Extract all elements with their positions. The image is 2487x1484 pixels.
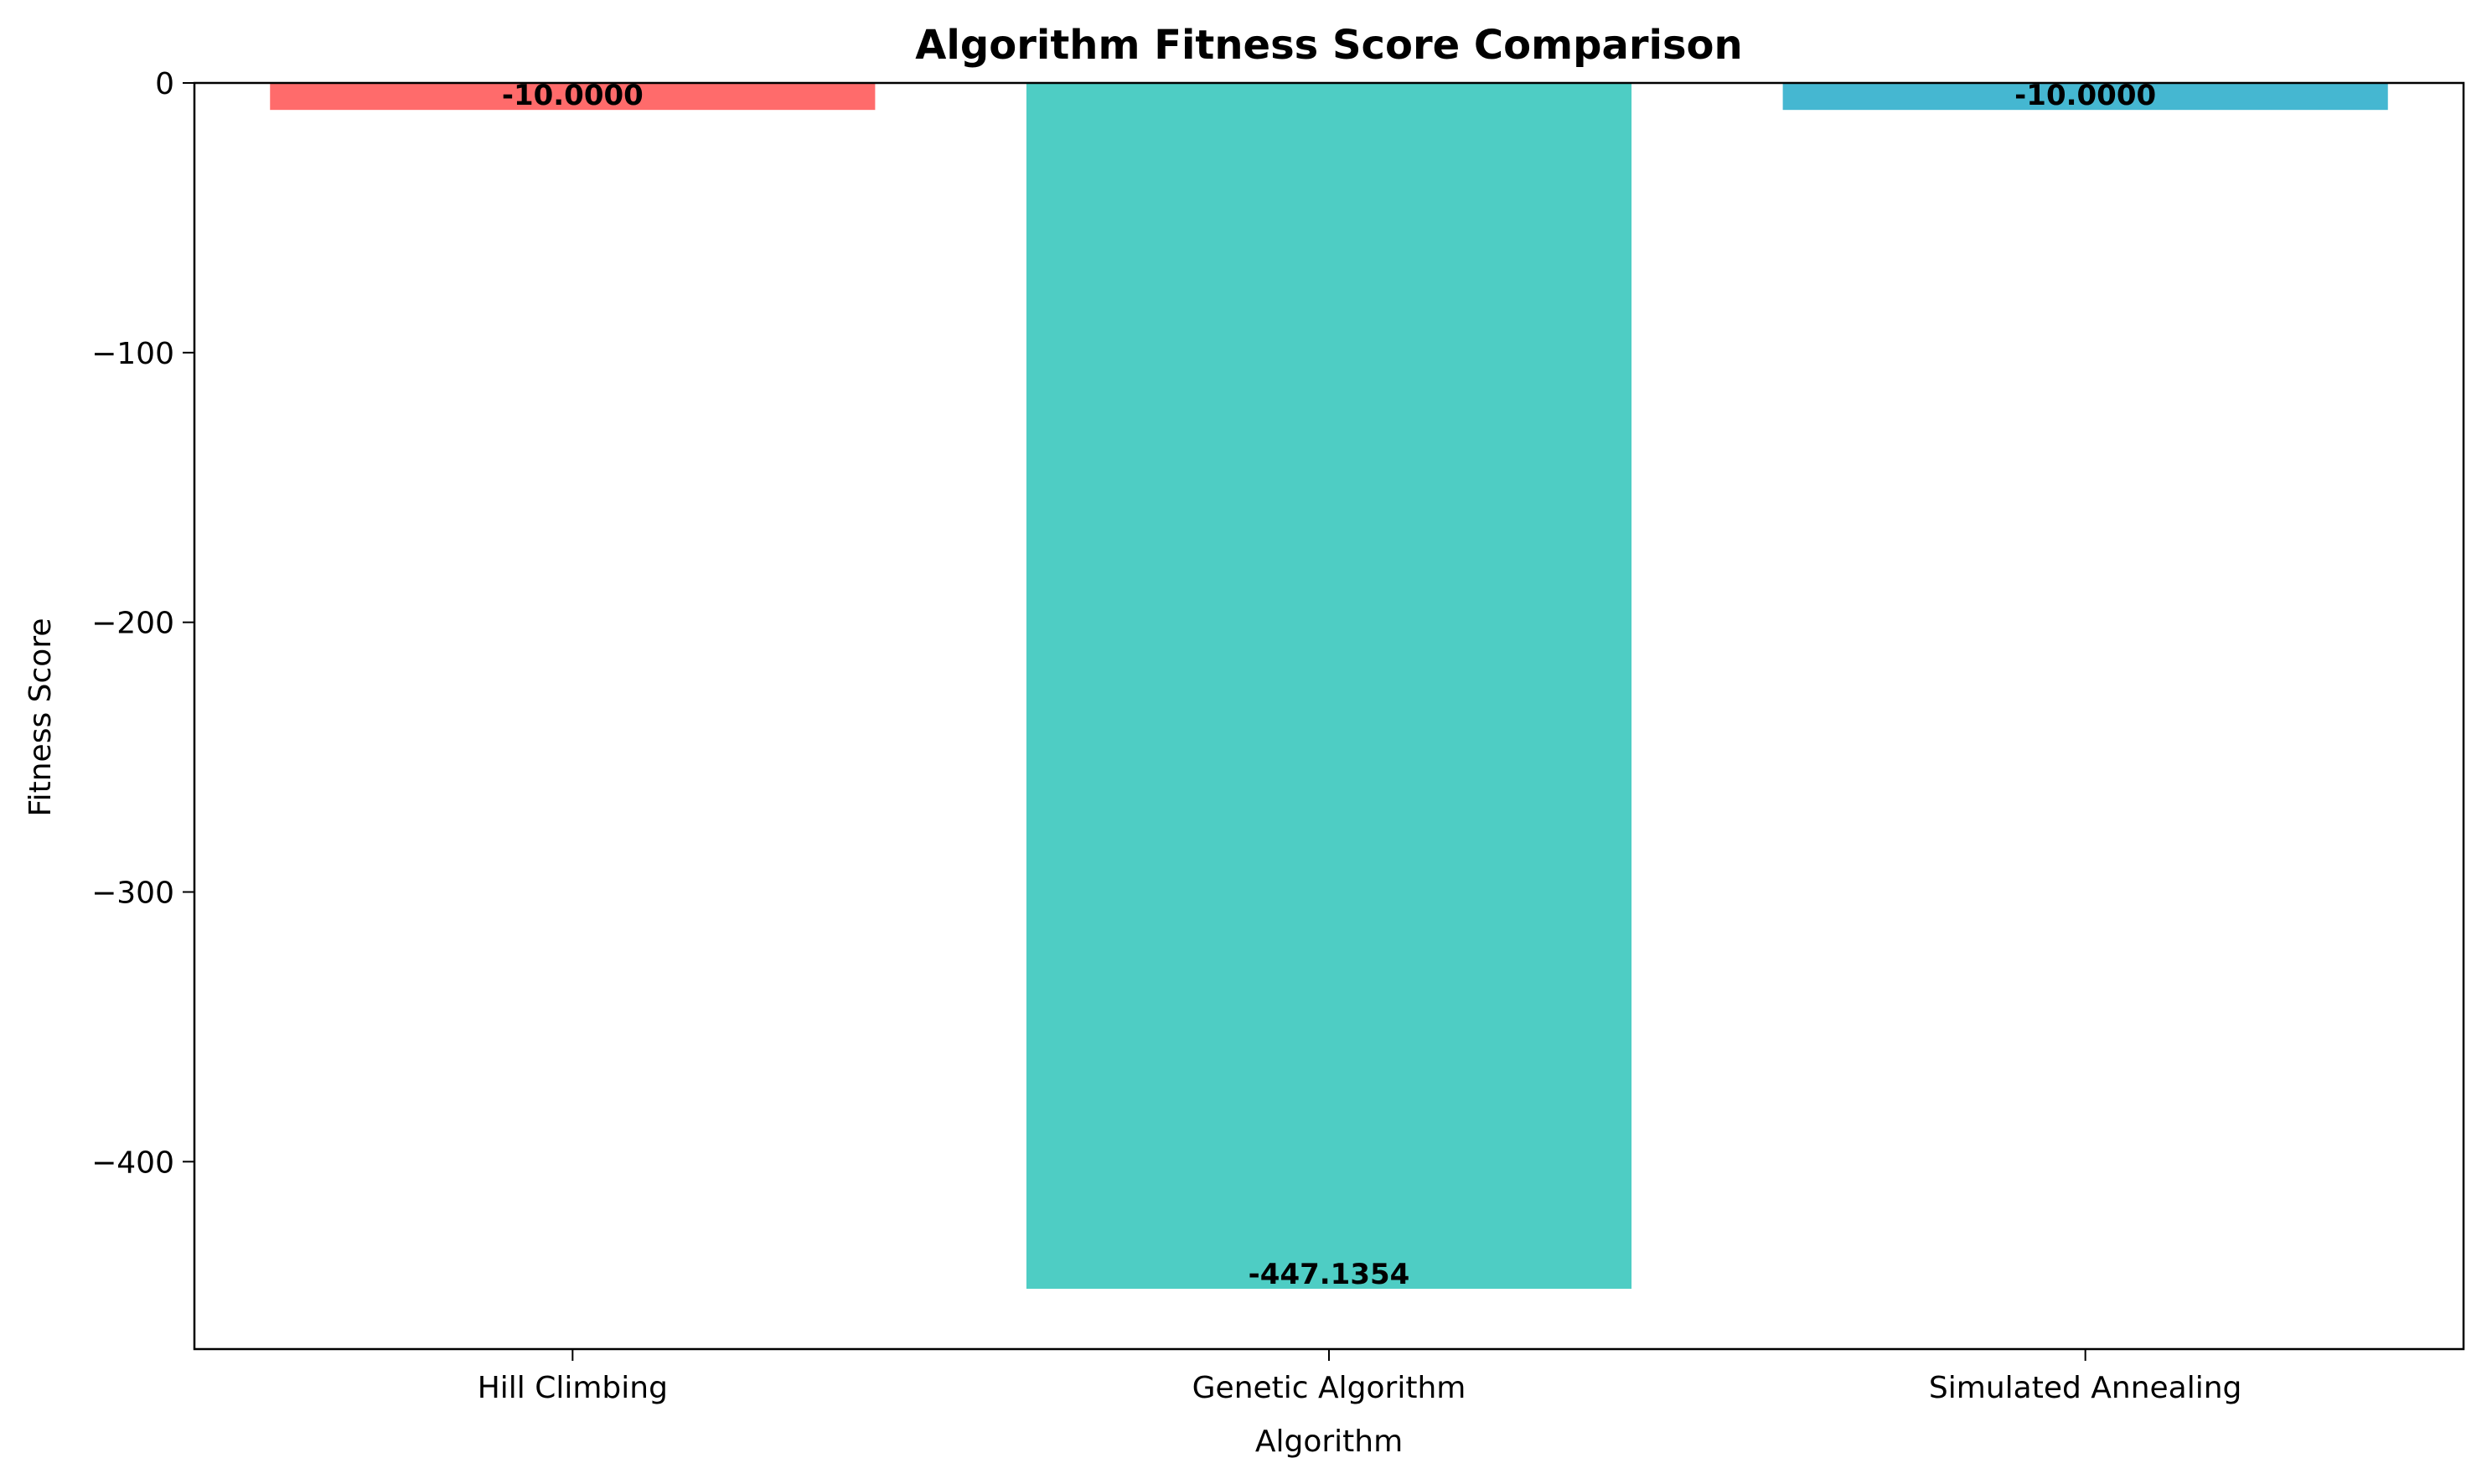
bar-simulated-annealing xyxy=(1782,83,2388,111)
y-tick-label: 0 xyxy=(155,67,174,101)
data-labels-layer: -10.0000 -447.1354 -10.0000 xyxy=(502,79,2156,1291)
data-label-hill-climbing: -10.0000 xyxy=(502,79,644,112)
x-tick-label: Hill Climbing xyxy=(478,1371,668,1405)
chart-title: Algorithm Fitness Score Comparison xyxy=(915,22,1742,69)
plot-frame xyxy=(193,81,2465,1351)
bar-genetic-algorithm xyxy=(1026,83,1632,1290)
x-axis-label: Algorithm xyxy=(1255,1425,1403,1459)
bars-layer xyxy=(270,83,2388,1290)
data-label-genetic-algorithm: -447.1354 xyxy=(1249,1258,1410,1291)
bar-hill-climbing xyxy=(270,83,876,111)
y-tick-label: −100 xyxy=(91,337,174,371)
y-tick-label: −200 xyxy=(91,607,174,641)
x-tick-label: Genetic Algorithm xyxy=(1192,1371,1466,1405)
y-axis-label: Fitness Score xyxy=(23,618,58,817)
y-tick-label: −300 xyxy=(91,876,174,910)
x-tick-label: Simulated Annealing xyxy=(1929,1371,2242,1405)
data-label-simulated-annealing: -10.0000 xyxy=(2014,79,2156,112)
axes-layer: Hill Climbing Genetic Algorithm Simulated … xyxy=(91,67,2465,1405)
y-tick-label: −400 xyxy=(91,1145,174,1180)
